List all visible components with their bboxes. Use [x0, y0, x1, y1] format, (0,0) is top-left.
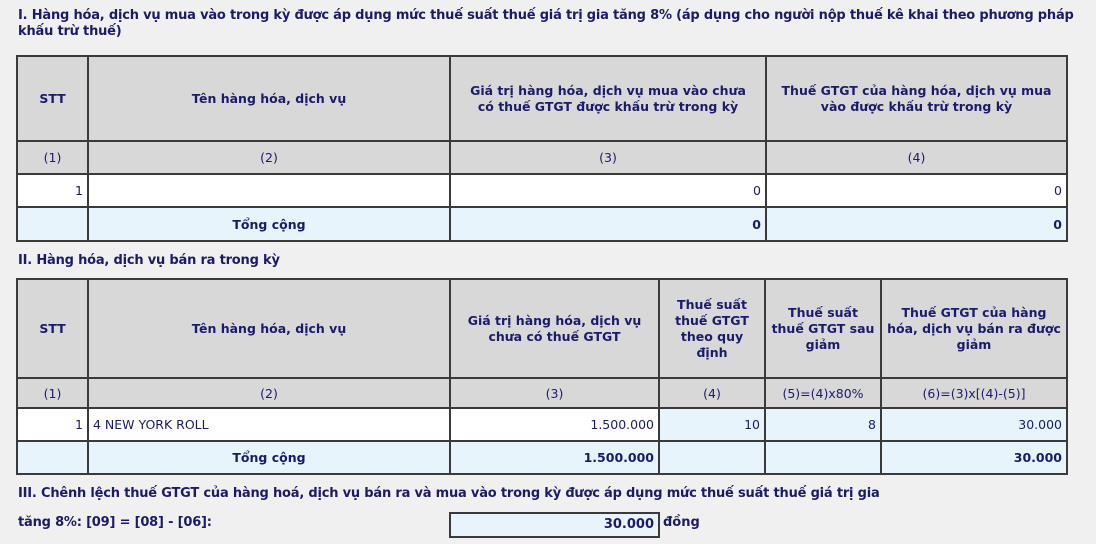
- header-value: Giá trị hàng hóa, dịch vụ mua vào chưa c…: [449, 55, 767, 142]
- header-stt: STT: [16, 55, 89, 142]
- section1-title: I. Hàng hóa, dịch vụ mua vào trong kỳ đư…: [18, 8, 1074, 39]
- reduced-rate-cell: 8: [764, 407, 882, 442]
- sales-table: STT Tên hàng hóa, dịch vụ Giá trị hàng h…: [16, 278, 1068, 475]
- col-num: (6)=(3)x[(4)-(5)]: [880, 377, 1068, 409]
- header-stt: STT: [16, 278, 89, 379]
- col-num: (3): [449, 377, 660, 409]
- header-name: Tên hàng hóa, dịch vụ: [87, 55, 451, 142]
- header-value: Giá trị hàng hóa, dịch vụ chưa có thuế G…: [449, 278, 660, 379]
- col-num: (4): [765, 140, 1068, 175]
- total-tax: 0: [765, 206, 1068, 242]
- total-row: Tổng cộng 1.500.000 30.000: [16, 440, 1068, 475]
- currency-unit: đồng: [663, 515, 700, 530]
- total-tax: 30.000: [880, 440, 1068, 475]
- purchases-table: STT Tên hàng hóa, dịch vụ Giá trị hàng h…: [16, 55, 1068, 242]
- col-num: (1): [16, 377, 89, 409]
- value-input[interactable]: 0: [449, 173, 767, 208]
- header-tax: Thuế GTGT của hàng hóa, dịch vụ mua vào …: [765, 55, 1068, 142]
- total-value: 0: [449, 206, 767, 242]
- section3-title: III. Chênh lệch thuế GTGT của hàng hoá, …: [18, 486, 880, 501]
- section3-formula: tăng 8%: [09] = [08] - [06]:: [18, 515, 212, 530]
- section2-title: II. Hàng hóa, dịch vụ bán ra trong kỳ: [18, 253, 280, 268]
- header-name: Tên hàng hóa, dịch vụ: [87, 278, 451, 379]
- col-num: (1): [16, 140, 89, 175]
- total-label: Tổng cộng: [87, 440, 451, 475]
- table-row: 1 0 0: [16, 173, 1068, 208]
- total-row: Tổng cộng 0 0: [16, 206, 1068, 242]
- col-num: (2): [87, 140, 451, 175]
- table-row: 1 4 NEW YORK ROLL 1.500.000 10 8 30.000: [16, 407, 1068, 442]
- col-num: (3): [449, 140, 767, 175]
- stt-cell: 1: [16, 173, 89, 208]
- tax-input[interactable]: 0: [765, 173, 1068, 208]
- name-input[interactable]: 4 NEW YORK ROLL: [87, 407, 451, 442]
- stt-cell: 1: [16, 407, 89, 442]
- tax-cell: 30.000: [880, 407, 1068, 442]
- name-input[interactable]: [87, 173, 451, 208]
- difference-input[interactable]: 30.000: [449, 512, 660, 538]
- header-rate: Thuế suất thuế GTGT theo quy định: [658, 278, 766, 379]
- value-input[interactable]: 1.500.000: [449, 407, 660, 442]
- header-tax: Thuế GTGT của hàng hóa, dịch vụ bán ra đ…: [880, 278, 1068, 379]
- col-num: (2): [87, 377, 451, 409]
- col-num: (4): [658, 377, 766, 409]
- total-value: 1.500.000: [449, 440, 660, 475]
- total-label: Tổng cộng: [87, 206, 451, 242]
- col-num: (5)=(4)x80%: [764, 377, 882, 409]
- header-reduced-rate: Thuế suất thuế GTGT sau giảm: [764, 278, 882, 379]
- rate-cell: 10: [658, 407, 766, 442]
